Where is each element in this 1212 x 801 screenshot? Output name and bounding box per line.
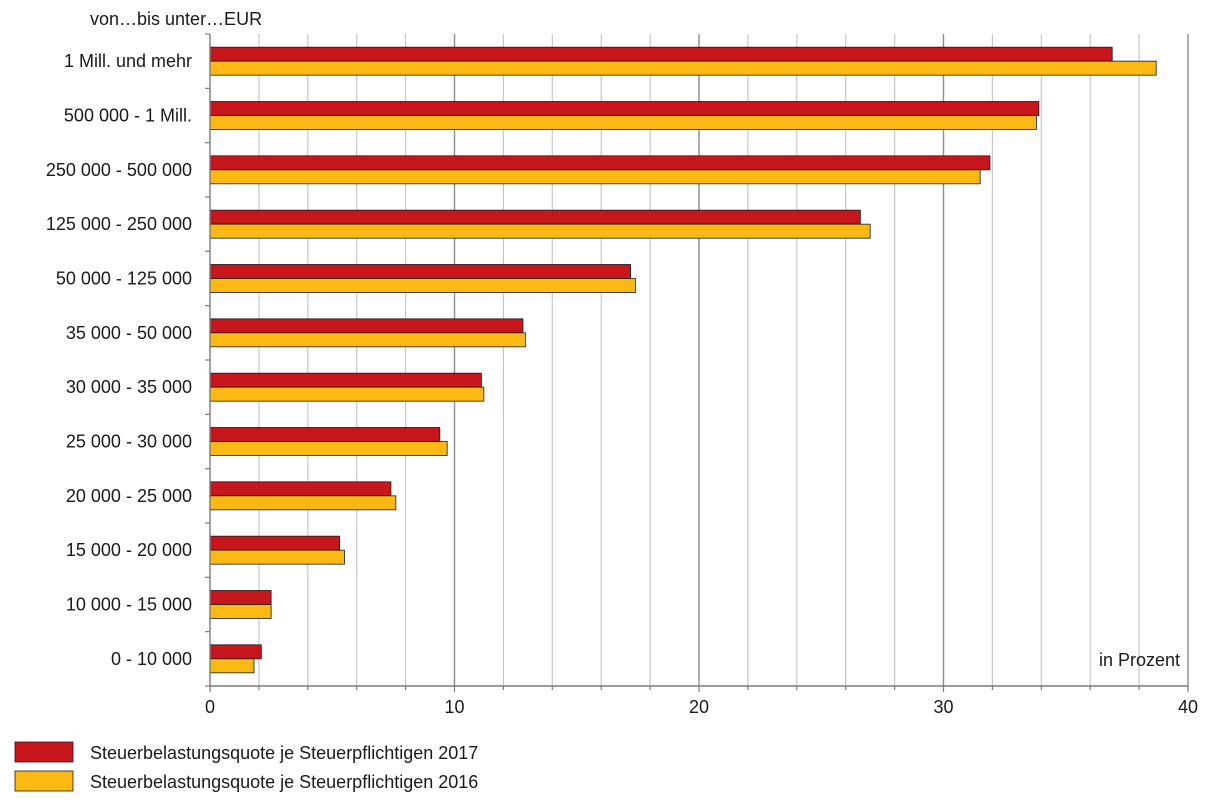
y-tick-label: 500 000 - 1 Mill.	[64, 106, 192, 126]
x-tick-label: 0	[205, 697, 215, 717]
bar-series-1	[209, 590, 272, 605]
x-tick-label: 10	[444, 697, 464, 717]
bar-series-1	[209, 101, 1040, 116]
x-tick-label: 30	[933, 697, 953, 717]
bar-series-2	[209, 278, 636, 293]
y-tick-label: 50 000 - 125 000	[56, 269, 192, 289]
legend-swatch	[14, 770, 74, 792]
bar-series-2	[209, 386, 485, 402]
y-tick-label: 1 Mill. und mehr	[64, 51, 192, 71]
legend-label: Steuerbelastungsquote je Steuerpflichtig…	[90, 772, 478, 792]
bar-series-1	[209, 481, 392, 497]
bar-series-1	[209, 644, 262, 660]
y-tick-label: 20 000 - 25 000	[66, 486, 192, 506]
bar-series-2	[209, 169, 981, 185]
legend-label: Steuerbelastungsquote je Steuerpflichtig…	[90, 743, 478, 763]
bar-series-1	[209, 372, 482, 388]
x-axis-unit: in Prozent	[1099, 650, 1180, 670]
y-tick-label: 0 - 10 000	[111, 649, 192, 669]
bar-series-1	[209, 427, 441, 442]
bar-series-2	[209, 60, 1157, 76]
legend: Steuerbelastungsquote je Steuerpflichtig…	[14, 741, 478, 792]
bar-series-1	[209, 318, 524, 334]
bars	[209, 46, 1157, 674]
bar-series-2	[209, 332, 526, 348]
axes: 1 Mill. und mehr 500 000 - 1 Mill. 250 000…	[46, 33, 1198, 717]
y-tick-label: 15 000 - 20 000	[66, 540, 192, 560]
grid	[258, 34, 1189, 686]
y-tick-label: 30 000 - 35 000	[66, 377, 192, 397]
bar-series-2	[209, 658, 255, 674]
bar-series-2	[209, 115, 1037, 130]
bar-series-1	[209, 46, 1113, 62]
bar-series-2	[209, 441, 448, 456]
y-tick-label: 35 000 - 50 000	[66, 323, 192, 343]
bar-series-1	[209, 264, 631, 279]
bar-series-1	[209, 209, 861, 225]
y-tick-label: 10 000 - 15 000	[66, 595, 192, 615]
bar-series-2	[209, 549, 345, 565]
bar-series-1	[209, 535, 340, 551]
y-tick-label: 25 000 - 30 000	[66, 432, 192, 452]
legend-swatch	[14, 741, 74, 763]
y-tick-label: 125 000 - 250 000	[46, 214, 192, 234]
bar-series-2	[209, 223, 871, 239]
y-axis-title: von…bis unter…EUR	[90, 9, 262, 29]
bar-series-2	[209, 604, 272, 619]
y-tick-label: 250 000 - 500 000	[46, 160, 192, 180]
x-tick-label: 20	[689, 697, 709, 717]
bar-series-1	[209, 155, 991, 171]
x-tick-label: 40	[1178, 697, 1198, 717]
bar-series-2	[209, 495, 397, 511]
